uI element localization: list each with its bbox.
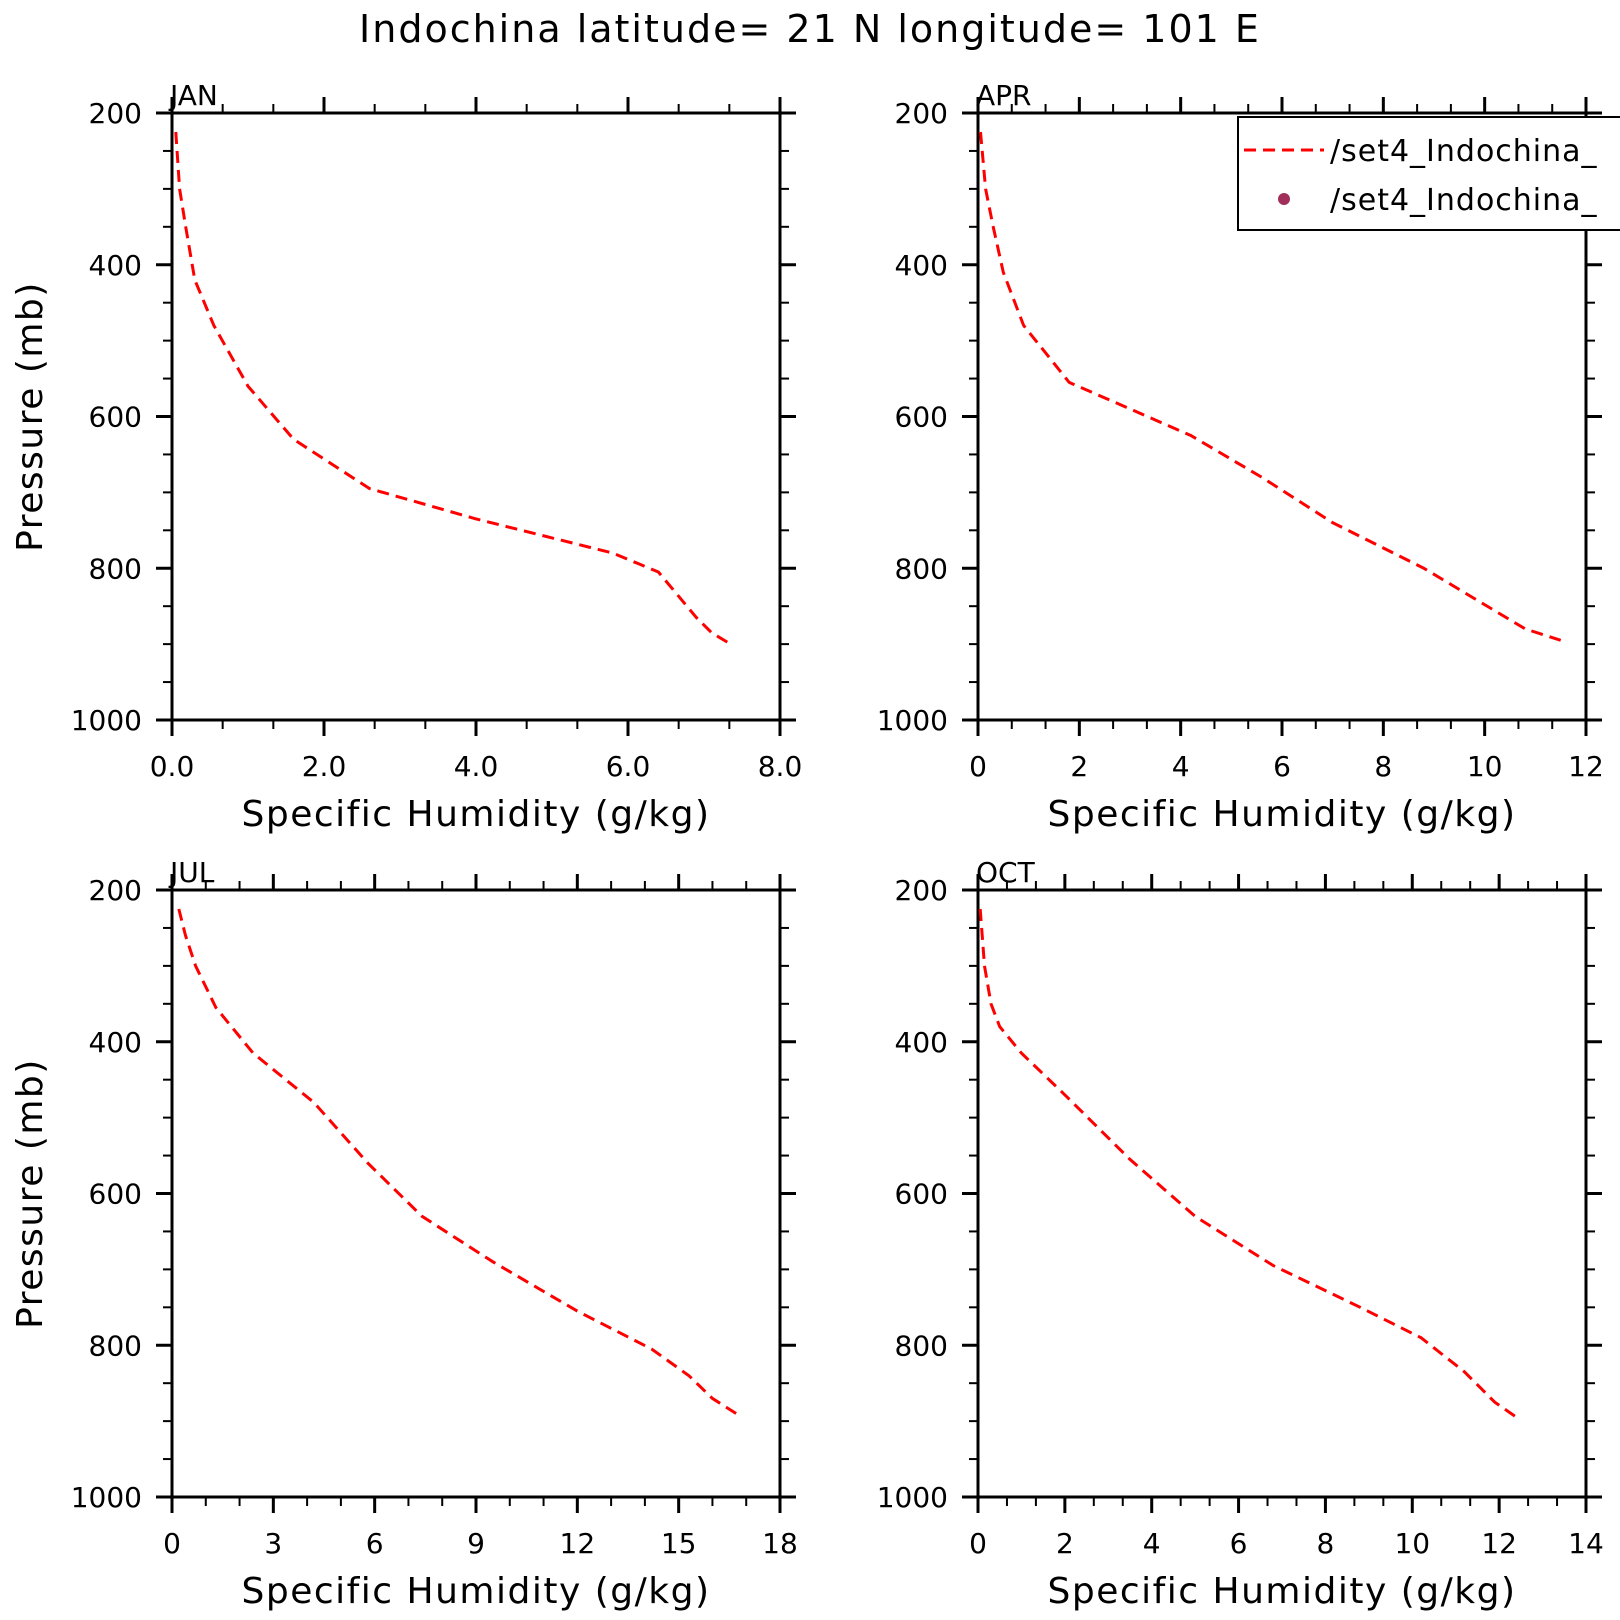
- y-tick-label: 800: [89, 552, 142, 585]
- x-tick-label: 2: [1070, 750, 1088, 783]
- y-tick-label: 200: [89, 97, 142, 130]
- y-tick-label: 400: [89, 1026, 142, 1059]
- y-tick-label: 200: [89, 874, 142, 907]
- x-tick-label: 2: [1056, 1527, 1074, 1560]
- x-tick-label: 0: [969, 1527, 987, 1560]
- panel-label: JAN: [168, 79, 218, 112]
- y-tick-label: 400: [89, 249, 142, 282]
- y-tick-label: 200: [895, 874, 948, 907]
- x-axis-title: Specific Humidity (g/kg): [1047, 1571, 1516, 1612]
- y-tick-label: 600: [89, 1178, 142, 1211]
- x-tick-label: 3: [264, 1527, 282, 1560]
- legend: /set4_Indochina_ /set4_Indochina_: [1237, 116, 1620, 231]
- y-tick-label: 800: [89, 1329, 142, 1362]
- y-tick-label: 1000: [71, 704, 142, 737]
- x-tick-label: 4: [1143, 1527, 1161, 1560]
- panel-label: JUL: [168, 856, 215, 889]
- x-tick-label: 4.0: [454, 750, 499, 783]
- x-tick-label: 8: [1374, 750, 1392, 783]
- x-tick-label: 12: [1481, 1527, 1517, 1560]
- x-tick-label: 0.0: [150, 750, 195, 783]
- x-tick-label: 10: [1394, 1527, 1430, 1560]
- y-tick-label: 800: [895, 1329, 948, 1362]
- series-line: [174, 131, 732, 646]
- x-tick-label: 9: [467, 1527, 485, 1560]
- x-tick-label: 8.0: [758, 750, 803, 783]
- panel-apr: APR 0 2 4 6 8 10 12 200 400 600 800 1000 Specific Hum…: [877, 79, 1604, 835]
- x-tick-label: 6.0: [606, 750, 651, 783]
- x-tick-label: 10: [1467, 750, 1503, 783]
- legend-label: /set4_Indochina_: [1330, 183, 1598, 218]
- series-line: [177, 908, 737, 1415]
- figure-title: Indochina latitude= 21 N longitude= 101 …: [359, 7, 1261, 51]
- x-tick-label: 12: [560, 1527, 596, 1560]
- y-tick-label: 600: [895, 1178, 948, 1211]
- panel-jan: JAN 0.0 2.0 4.0 6.0 8.0 200 400 600 800 1000 Specif…: [10, 79, 802, 835]
- plot-frame: [170, 111, 782, 722]
- plot-frame: [976, 888, 1588, 1499]
- x-axis-title: Specific Humidity (g/kg): [241, 1571, 710, 1612]
- x-tick-label: 0: [969, 750, 987, 783]
- x-tick-label: 18: [762, 1527, 798, 1560]
- y-tick-label: 600: [89, 401, 142, 434]
- series-line: [978, 908, 1518, 1419]
- x-tick-label: 8: [1317, 1527, 1335, 1560]
- x-tick-label: 6: [1230, 1527, 1248, 1560]
- x-tick-label: 6: [366, 1527, 384, 1560]
- x-axis-title: Specific Humidity (g/kg): [241, 794, 710, 835]
- x-axis-title: Specific Humidity (g/kg): [1047, 794, 1516, 835]
- y-axis-title: Pressure (mb): [10, 1058, 51, 1329]
- y-tick-label: 400: [895, 249, 948, 282]
- y-tick-label: 600: [895, 401, 948, 434]
- panel-oct: OCT 0 2 4 6 8 10 12 14 200 400 600 800 1000 Specific H…: [877, 856, 1604, 1612]
- panel-label: APR: [976, 79, 1032, 112]
- y-tick-label: 1000: [877, 1481, 948, 1514]
- y-tick-label: 200: [895, 97, 948, 130]
- panel-jul: JUL 0 3 6 9 12 15 18 200 400 600 800 1000 Specific Hu…: [10, 856, 798, 1612]
- y-tick-label: 400: [895, 1026, 948, 1059]
- x-tick-label: 4: [1172, 750, 1190, 783]
- legend-dot-icon: [1278, 193, 1290, 205]
- y-axis-title: Pressure (mb): [10, 281, 51, 552]
- y-tick-label: 1000: [877, 704, 948, 737]
- x-tick-label: 15: [661, 1527, 697, 1560]
- panel-label: OCT: [976, 856, 1036, 889]
- y-tick-label: 1000: [71, 1481, 142, 1514]
- y-tick-label: 800: [895, 552, 948, 585]
- plot-frame: [170, 888, 782, 1499]
- legend-box: [1237, 116, 1620, 231]
- x-tick-label: 2.0: [302, 750, 347, 783]
- x-tick-label: 0: [163, 1527, 181, 1560]
- x-tick-label: 12: [1568, 750, 1604, 783]
- x-tick-label: 14: [1568, 1527, 1604, 1560]
- x-tick-label: 6: [1273, 750, 1291, 783]
- legend-label: /set4_Indochina_: [1330, 134, 1598, 169]
- series-line: [979, 131, 1562, 642]
